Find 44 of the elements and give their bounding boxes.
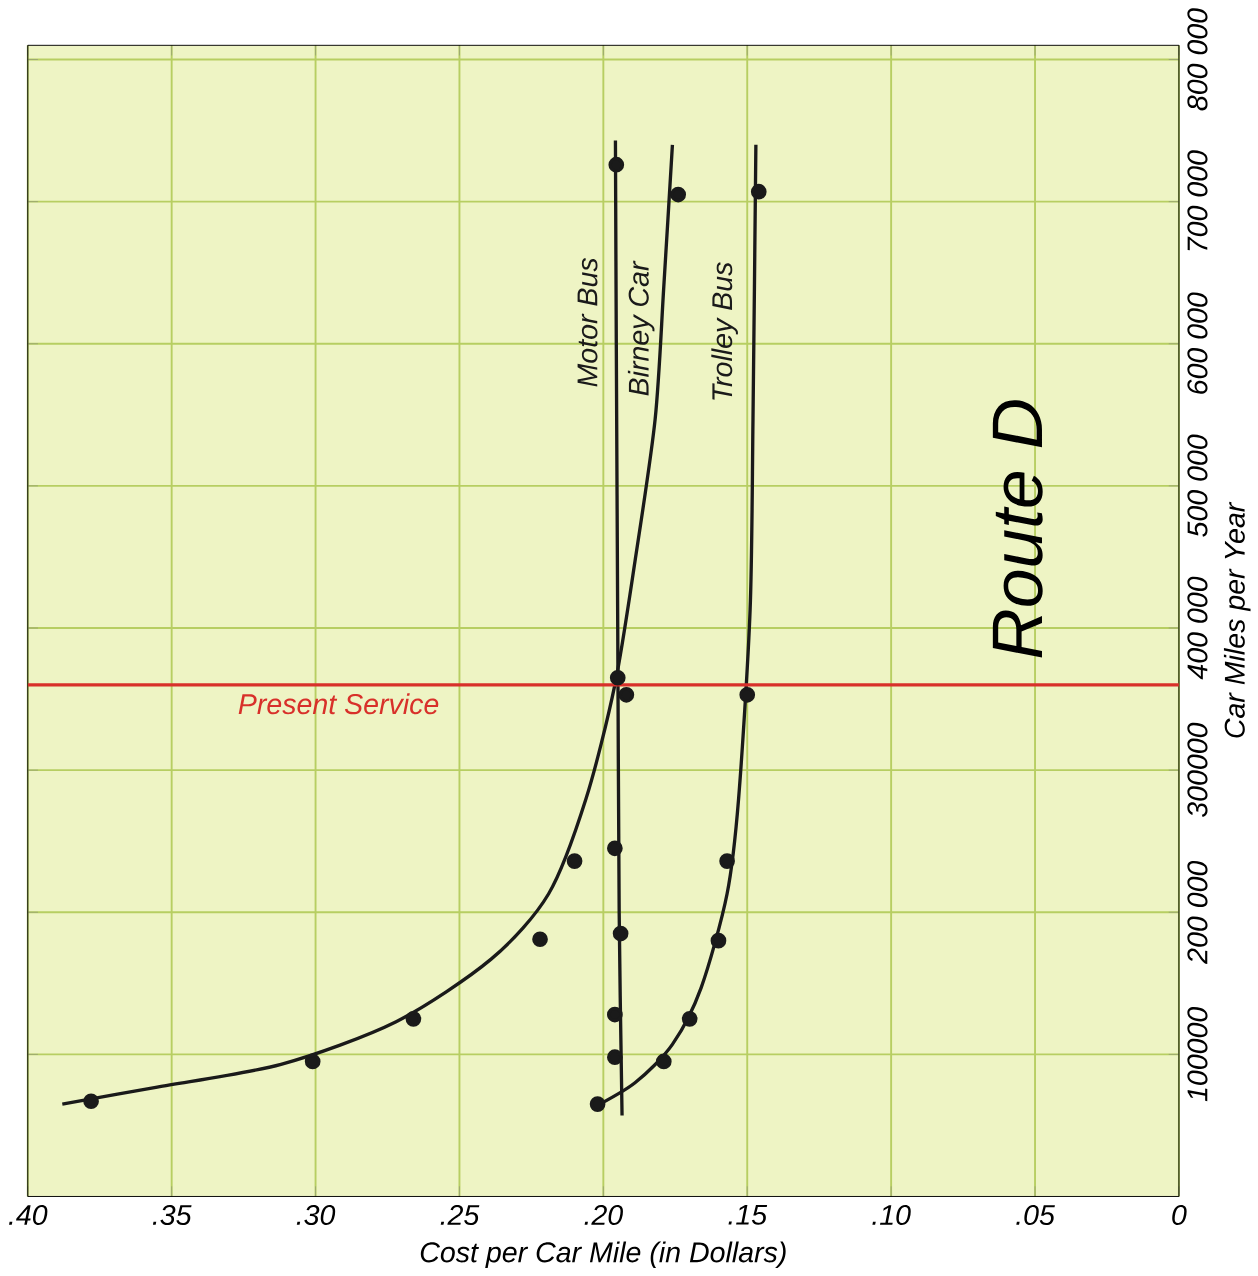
y-tick-label: 300000: [1187, 722, 1208, 818]
x-tick-label: .05: [1016, 1204, 1055, 1226]
y-tick-label: 700 000: [1187, 150, 1208, 251]
x-axis-title: Cost per Car Mile (in Dollars): [420, 1241, 786, 1269]
point: [608, 156, 624, 173]
y-tick-label: 200 000: [1187, 860, 1208, 965]
x-tick-label: .30: [296, 1204, 335, 1226]
annotation: Route D: [992, 400, 1043, 658]
y-tick-label: 500 000: [1187, 434, 1208, 537]
point: [606, 1006, 623, 1023]
y-tick-label: 600 000: [1187, 292, 1208, 394]
point: [710, 932, 727, 949]
point: [304, 1053, 321, 1070]
point: [750, 183, 767, 200]
point: [566, 853, 583, 869]
text: Trolley Bus: [711, 262, 738, 400]
y-tick-label: 100000: [1187, 1006, 1208, 1102]
y-tick-label: 800 000: [1187, 8, 1208, 111]
point: [655, 1053, 672, 1070]
text: Birney Car: [627, 260, 655, 396]
point: [681, 1010, 698, 1027]
point: [589, 1096, 606, 1112]
point: [612, 925, 629, 942]
text: Motor Bus: [577, 257, 598, 387]
point: [606, 840, 623, 857]
x-tick-label: .40: [8, 1204, 48, 1226]
ref-line-label: Present Service: [238, 693, 439, 715]
x-tick-label: .15: [728, 1204, 767, 1225]
x-tick-label: .25: [440, 1204, 480, 1226]
point: [670, 186, 686, 203]
point: [719, 853, 735, 869]
x-tick-label: .35: [152, 1204, 192, 1226]
point: [83, 1093, 99, 1110]
x-tick-label: 0: [1172, 1204, 1187, 1226]
x-tick-label: .10: [872, 1204, 911, 1226]
y-axis-title: Car Miles per Year: [1223, 501, 1251, 738]
point: [531, 931, 548, 948]
point: [618, 686, 635, 703]
point: [609, 669, 626, 686]
point: [739, 686, 755, 703]
point: [405, 1010, 422, 1027]
y-tick-label: 400 000: [1187, 576, 1208, 680]
point: [606, 1049, 623, 1066]
x-tick-label: .20: [584, 1204, 623, 1226]
